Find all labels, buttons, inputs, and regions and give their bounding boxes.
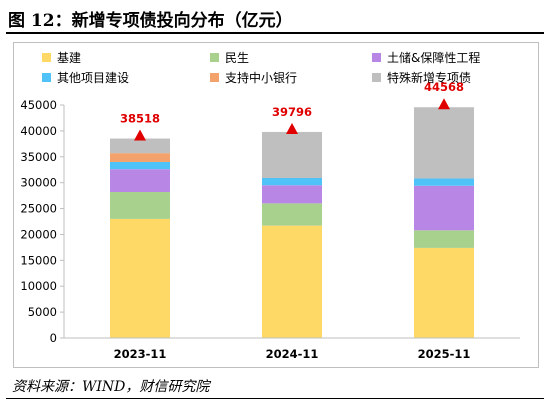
- total-marker-1: [286, 122, 298, 134]
- bar-2025-11-series-3: [414, 185, 474, 231]
- bar-2025-11-series-2: [414, 230, 474, 248]
- bars: [110, 107, 474, 338]
- bar-2024-11-series-1: [262, 225, 322, 338]
- bar-2023-11-series-3: [110, 169, 170, 192]
- total-marker-2: [438, 98, 450, 110]
- bar-2023-11-series-2: [110, 191, 170, 219]
- bar-2023-11-series-6: [110, 138, 170, 154]
- y-tick-label-8: 40000: [20, 124, 57, 138]
- bar-2024-11-series-3: [262, 185, 322, 204]
- legend-swatch-2: [210, 53, 219, 62]
- legend-swatch-3: [372, 53, 381, 62]
- x-axis: 2023-11 2024-11 2025-11: [64, 337, 520, 361]
- x-tick-label-2: 2025-11: [418, 347, 471, 361]
- y-tick-label-3: 15000: [20, 253, 57, 267]
- x-tick-label-1: 2024-11: [266, 347, 319, 361]
- total-marker-0: [134, 129, 146, 141]
- bar-2023-11-series-4: [110, 161, 170, 170]
- legend-label-6: 特殊新增专项债: [387, 70, 471, 85]
- x-tick-label-0: 2023-11: [114, 347, 167, 361]
- y-axis: 0 5000 10000 15000 20000 25000 30000 35000 40000…: [20, 98, 65, 345]
- bar-2023-11-series-1: [110, 218, 170, 338]
- legend-swatch-1: [42, 53, 51, 62]
- legend-label-1: 基建: [57, 51, 81, 65]
- y-tick-label-9: 45000: [20, 98, 57, 112]
- y-tick-label-1: 5000: [28, 305, 57, 319]
- total-label-1: 39796: [272, 105, 312, 119]
- bar-2024-11-series-6: [262, 131, 322, 179]
- bar-2024-11-series-4: [262, 178, 322, 186]
- y-tick-label-0: 0: [50, 331, 57, 345]
- legend-swatch-5: [210, 73, 219, 82]
- title-divider: [6, 32, 544, 34]
- y-tick-label-5: 25000: [20, 202, 57, 216]
- y-tick-label-6: 30000: [20, 176, 57, 190]
- source-note: 资料来源：WIND，财信研究院: [12, 379, 210, 395]
- chart-frame: 基建 民生 土储&保障性工程其他项目建设 支持中小银行 特殊新增专项债 0 5000 100…: [13, 42, 539, 368]
- total-label-2: 44568: [424, 80, 464, 94]
- legend-label-5: 支持中小银行: [225, 70, 297, 85]
- y-tick-label-2: 10000: [20, 279, 57, 293]
- legend-label-3: 土储&保障性工程: [387, 50, 480, 65]
- legend-label-2: 民生: [225, 51, 249, 65]
- total-markers: 38518 39796 44568: [120, 80, 464, 141]
- bottom-divider: [6, 398, 544, 399]
- y-tick-label-4: 20000: [20, 227, 57, 241]
- bar-2023-11-series-5: [110, 153, 170, 162]
- y-tick-label-7: 35000: [20, 150, 57, 164]
- figure-title: 图 12：新增专项债投向分布（亿元）: [8, 11, 293, 31]
- bar-2025-11-series-6: [414, 107, 474, 179]
- legend-label-4: 其他项目建设: [57, 71, 129, 85]
- bar-2024-11-series-2: [262, 203, 322, 226]
- bar-2025-11-series-4: [414, 178, 474, 186]
- legend-swatch-6: [372, 73, 381, 82]
- total-label-0: 38518: [120, 112, 160, 126]
- bar-2025-11-series-1: [414, 247, 474, 338]
- legend-swatch-4: [42, 73, 51, 82]
